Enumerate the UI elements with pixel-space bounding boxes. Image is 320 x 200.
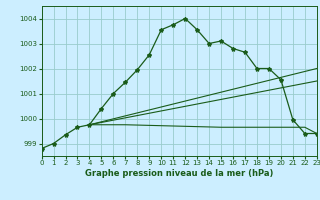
X-axis label: Graphe pression niveau de la mer (hPa): Graphe pression niveau de la mer (hPa) bbox=[85, 169, 273, 178]
